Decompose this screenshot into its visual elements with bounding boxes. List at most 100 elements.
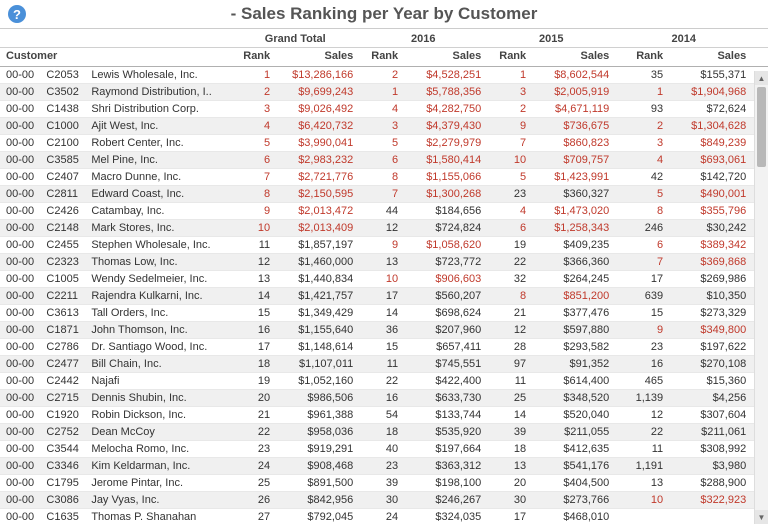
vertical-scrollbar[interactable]: ▲ ▼ xyxy=(754,71,768,524)
table-row[interactable]: 00-00C2148Mark Stores, Inc.10$2,013,4091… xyxy=(0,220,768,237)
table-row[interactable]: 00-00C1795Jerome Pintar, Inc.25$891,5003… xyxy=(0,475,768,492)
table-row[interactable]: 00-00C2811Edward Coast, Inc.8$2,150,5957… xyxy=(0,186,768,203)
col-gt-rank[interactable]: Rank xyxy=(231,48,276,67)
cell: $13,286,166 xyxy=(276,67,359,84)
cell: Mel Pine, Inc. xyxy=(85,152,231,169)
table-row[interactable]: 00-00C2407Macro Dunne, Inc.7$2,721,7768$… xyxy=(0,169,768,186)
table-row[interactable]: 00-00C2477Bill Chain, Inc.18$1,107,01111… xyxy=(0,356,768,373)
cell: C2455 xyxy=(40,237,85,254)
cell: $961,388 xyxy=(276,407,359,424)
cell: C2407 xyxy=(40,169,85,186)
col-customer[interactable]: Customer xyxy=(0,48,231,67)
cell: 465 xyxy=(615,373,669,390)
col-2016-rank[interactable]: Rank xyxy=(359,48,404,67)
cell: $264,245 xyxy=(532,271,615,288)
cell: $1,148,614 xyxy=(276,339,359,356)
cell: $6,420,732 xyxy=(276,118,359,135)
cell: 16 xyxy=(615,356,669,373)
cell: C1920 xyxy=(40,407,85,424)
cell: 22 xyxy=(487,254,532,271)
col-2014-sales[interactable]: Sales xyxy=(669,48,752,67)
cell: 13 xyxy=(359,254,404,271)
col-group-2016[interactable]: 2016 xyxy=(359,29,487,48)
cell: 9 xyxy=(615,322,669,339)
table-row[interactable]: 00-00C2426Catambay, Inc.9$2,013,47244$18… xyxy=(0,203,768,220)
cell: $409,235 xyxy=(532,237,615,254)
cell: Dean McCoy xyxy=(85,424,231,441)
col-group-2015[interactable]: 2015 xyxy=(487,29,615,48)
table-row[interactable]: 00-00C2442Najafi19$1,052,16022$422,40011… xyxy=(0,373,768,390)
table-row[interactable]: 00-00C3086Jay Vyas, Inc.26$842,95630$246… xyxy=(0,492,768,509)
cell: $269,986 xyxy=(669,271,752,288)
cell: 9 xyxy=(231,203,276,220)
cell: 1 xyxy=(359,84,404,101)
table-row[interactable]: 00-00C1000Ajit West, Inc.4$6,420,7323$4,… xyxy=(0,118,768,135)
cell: 30 xyxy=(359,492,404,509)
col-2015-sales[interactable]: Sales xyxy=(532,48,615,67)
col-2014-rank[interactable]: Rank xyxy=(615,48,669,67)
table-row[interactable]: 00-00C2715Dennis Shubin, Inc.20$986,5061… xyxy=(0,390,768,407)
cell: 15 xyxy=(359,339,404,356)
cell: 6 xyxy=(487,220,532,237)
table-row[interactable]: 00-00C2211Rajendra Kulkarni, Inc.14$1,42… xyxy=(0,288,768,305)
table-row[interactable]: 00-00C3346Kim Keldarman, Inc.24$908,4682… xyxy=(0,458,768,475)
scroll-thumb[interactable] xyxy=(757,87,766,167)
cell: 14 xyxy=(487,407,532,424)
col-gt-sales[interactable]: Sales xyxy=(276,48,359,67)
scroll-up-arrow-icon[interactable]: ▲ xyxy=(755,71,768,85)
cell: $9,699,243 xyxy=(276,84,359,101)
cell: $560,207 xyxy=(404,288,487,305)
cell: C3502 xyxy=(40,84,85,101)
table-row[interactable]: 00-00C2053Lewis Wholesale, Inc.1$13,286,… xyxy=(0,67,768,84)
cell: 00-00 xyxy=(0,271,40,288)
cell: $3,980 xyxy=(669,458,752,475)
cell: $1,052,160 xyxy=(276,373,359,390)
cell: 16 xyxy=(231,322,276,339)
cell: $724,824 xyxy=(404,220,487,237)
cell: Najafi xyxy=(85,373,231,390)
cell: 00-00 xyxy=(0,237,40,254)
cell: $468,010 xyxy=(532,509,615,524)
table-row[interactable]: 00-00C3502Raymond Distribution, I..2$9,6… xyxy=(0,84,768,101)
table-row[interactable]: 00-00C3613Tall Orders, Inc.15$1,349,4291… xyxy=(0,305,768,322)
table-row[interactable]: 00-00C1920Robin Dickson, Inc.21$961,3885… xyxy=(0,407,768,424)
table-row[interactable]: 00-00C2455Stephen Wholesale, Inc.11$1,85… xyxy=(0,237,768,254)
cell: C1000 xyxy=(40,118,85,135)
cell: 1 xyxy=(487,67,532,84)
help-icon[interactable]: ? xyxy=(8,5,26,23)
cell: Macro Dunne, Inc. xyxy=(85,169,231,186)
table-row[interactable]: 00-00C3585Mel Pine, Inc.6$2,983,2326$1,5… xyxy=(0,152,768,169)
cell: $1,421,757 xyxy=(276,288,359,305)
cell: Thomas Low, Inc. xyxy=(85,254,231,271)
table-row[interactable]: 00-00C2786Dr. Santiago Wood, Inc.17$1,14… xyxy=(0,339,768,356)
cell: 00-00 xyxy=(0,407,40,424)
cell: $422,400 xyxy=(404,373,487,390)
scroll-down-arrow-icon[interactable]: ▼ xyxy=(755,510,768,524)
cell: 5 xyxy=(487,169,532,186)
cell: 12 xyxy=(615,407,669,424)
cell: 10 xyxy=(615,492,669,509)
table-row[interactable]: 00-00C2752Dean McCoy22$958,03618$535,920… xyxy=(0,424,768,441)
cell: 21 xyxy=(487,305,532,322)
table-row[interactable]: 00-00C1005Wendy Sedelmeier, Inc.13$1,440… xyxy=(0,271,768,288)
table-row[interactable]: 00-00C2100Robert Center, Inc.5$3,990,041… xyxy=(0,135,768,152)
cell: C2211 xyxy=(40,288,85,305)
table-row[interactable]: 00-00C1438Shri Distribution Corp.3$9,026… xyxy=(0,101,768,118)
cell: $2,013,472 xyxy=(276,203,359,220)
table-row[interactable]: 00-00C2323Thomas Low, Inc.12$1,460,00013… xyxy=(0,254,768,271)
col-2015-rank[interactable]: Rank xyxy=(487,48,532,67)
table-row[interactable]: 00-00C1635Thomas P. Shanahan27$792,04524… xyxy=(0,509,768,524)
col-group-grandtotal[interactable]: Grand Total xyxy=(231,29,359,48)
col-group-2014[interactable]: 2014 xyxy=(615,29,752,48)
cell: C3544 xyxy=(40,441,85,458)
col-2016-sales[interactable]: Sales xyxy=(404,48,487,67)
table-row[interactable]: 00-00C3544Melocha Romo, Inc.23$919,29140… xyxy=(0,441,768,458)
cell: 00-00 xyxy=(0,135,40,152)
cell: $597,880 xyxy=(532,322,615,339)
cell: Jerome Pintar, Inc. xyxy=(85,475,231,492)
cell: $207,960 xyxy=(404,322,487,339)
cell: 3 xyxy=(615,135,669,152)
table-body: 00-00C2053Lewis Wholesale, Inc.1$13,286,… xyxy=(0,67,768,524)
table-row[interactable]: 00-00C1871John Thomson, Inc.16$1,155,640… xyxy=(0,322,768,339)
cell: C3346 xyxy=(40,458,85,475)
